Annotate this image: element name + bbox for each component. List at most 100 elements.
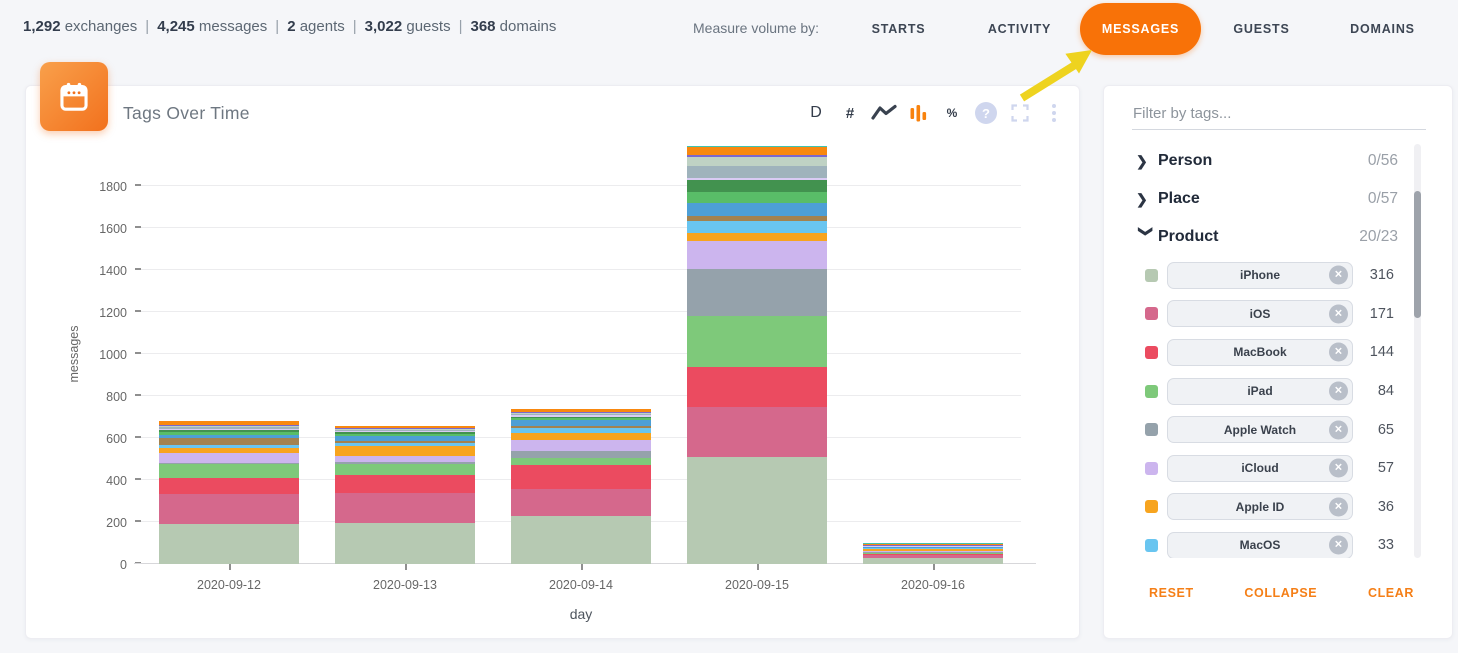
more-options-button[interactable] <box>1041 100 1067 126</box>
bar-segment-unlabeled-4[interactable] <box>335 431 475 434</box>
bar-segment-iPhone[interactable] <box>159 523 299 564</box>
section-product[interactable]: ❯ Product 20/23 <box>1104 218 1454 256</box>
bar-2020-09-13[interactable] <box>335 144 475 564</box>
bar-2020-09-14[interactable] <box>511 144 651 564</box>
bar-segment-MacOS[interactable] <box>335 443 475 447</box>
remove-tag-icon[interactable]: ✕ <box>1329 381 1348 401</box>
bar-segment-unlabeled-3[interactable] <box>511 417 651 420</box>
help-button[interactable]: ? <box>973 100 999 126</box>
section-place[interactable]: ❯ Place 0/57 <box>1104 180 1454 218</box>
bar-segment-iCloud[interactable] <box>687 241 827 270</box>
bar-segment-unlabeled-3[interactable] <box>687 192 827 203</box>
bar-segment-unlabeled-6[interactable] <box>511 413 651 416</box>
bar-segment-unlabeled-3[interactable] <box>159 432 299 435</box>
bar-2020-09-15[interactable] <box>687 144 827 564</box>
bar-segment-iOS[interactable] <box>687 407 827 457</box>
bar-segment-unlabeled-5[interactable] <box>511 415 651 417</box>
bar-segment-iPad[interactable] <box>335 463 475 476</box>
bar-segment-iPhone[interactable] <box>335 522 475 564</box>
clear-button[interactable]: CLEAR <box>1367 586 1414 600</box>
line-chart-button[interactable] <box>871 100 897 126</box>
granularity-day-button[interactable]: D <box>810 104 822 121</box>
tag-chip[interactable]: iPad ✕ <box>1167 377 1353 405</box>
tag-chip[interactable]: Apple Watch ✕ <box>1167 416 1353 444</box>
scrollbar-track[interactable] <box>1414 144 1421 558</box>
remove-tag-icon[interactable]: ✕ <box>1329 420 1348 440</box>
bar-segment-unlabeled-3[interactable] <box>863 546 1003 547</box>
bar-segment-unlabeled-2[interactable] <box>863 546 1003 548</box>
bar-chart-button[interactable] <box>905 100 931 126</box>
bar-segment-MacOS[interactable] <box>159 444 299 448</box>
bar-segment-MacBook[interactable] <box>159 477 299 495</box>
bar-segment-iCloud[interactable] <box>863 550 1003 552</box>
reset-button[interactable]: RESET <box>1149 586 1194 600</box>
bar-segment-iOS[interactable] <box>335 493 475 523</box>
section-person[interactable]: ❯ Person 0/56 <box>1104 142 1454 180</box>
bar-segment-unlabeled-7[interactable] <box>159 426 299 428</box>
bar-segment-unlabeled-9[interactable] <box>863 544 1003 545</box>
bar-segment-unlabeled-8[interactable] <box>335 428 475 429</box>
bar-segment-unlabeled-2[interactable] <box>511 419 651 426</box>
bar-segment-iCloud[interactable] <box>511 440 651 451</box>
bar-segment-MacOS[interactable] <box>863 548 1003 550</box>
bar-segment-unlabeled-10[interactable] <box>687 145 827 147</box>
bar-segment-Apple ID[interactable] <box>511 432 651 441</box>
bar-segment-unlabeled-8[interactable] <box>511 411 651 413</box>
bar-segment-Apple ID[interactable] <box>687 232 827 242</box>
bar-segment-unlabeled-7[interactable] <box>511 412 651 414</box>
fullscreen-button[interactable] <box>1007 100 1033 126</box>
bar-segment-unlabeled-7[interactable] <box>687 157 827 167</box>
calendar-button[interactable] <box>40 62 108 131</box>
bar-2020-09-12[interactable] <box>159 144 299 564</box>
bar-segment-MacOS[interactable] <box>511 427 651 433</box>
bar-segment-unlabeled-10[interactable] <box>863 542 1003 545</box>
bar-segment-unlabeled-2[interactable] <box>159 434 299 439</box>
bar-segment-unlabeled-9[interactable] <box>159 421 299 426</box>
bar-segment-unlabeled-9[interactable] <box>511 409 651 412</box>
bar-segment-Apple Watch[interactable] <box>511 450 651 458</box>
bar-segment-iCloud[interactable] <box>159 452 299 463</box>
bar-segment-unlabeled-3[interactable] <box>335 433 475 436</box>
bar-segment-unlabeled-1[interactable] <box>863 547 1003 549</box>
bar-segment-iPhone[interactable] <box>863 557 1003 564</box>
bar-segment-MacBook[interactable] <box>335 475 475 494</box>
bar-segment-iPhone[interactable] <box>511 515 651 564</box>
bar-2020-09-16[interactable] <box>863 144 1003 564</box>
bar-segment-unlabeled-1[interactable] <box>159 438 299 445</box>
bar-segment-MacOS[interactable] <box>687 221 827 233</box>
remove-tag-icon[interactable]: ✕ <box>1329 304 1348 324</box>
bar-segment-iPad[interactable] <box>687 315 827 367</box>
tag-chip[interactable]: iCloud ✕ <box>1167 454 1353 482</box>
collapse-button[interactable]: COLLAPSE <box>1244 586 1318 600</box>
remove-tag-icon[interactable]: ✕ <box>1329 265 1348 285</box>
percent-mode-button[interactable]: % <box>946 106 958 120</box>
bar-segment-iPad[interactable] <box>159 464 299 478</box>
scrollbar-thumb[interactable] <box>1414 191 1421 318</box>
absolute-count-button[interactable]: # <box>845 104 855 122</box>
bar-segment-unlabeled-9[interactable] <box>335 425 475 429</box>
bar-segment-iOS[interactable] <box>159 494 299 524</box>
tag-chip[interactable]: iOS ✕ <box>1167 300 1353 328</box>
bar-segment-unlabeled-6[interactable] <box>687 166 827 179</box>
bar-segment-unlabeled-7[interactable] <box>335 428 475 430</box>
bar-segment-Apple Watch[interactable] <box>159 463 299 465</box>
tag-chip[interactable]: MacBook ✕ <box>1167 338 1353 366</box>
bar-segment-Apple Watch[interactable] <box>863 551 1003 553</box>
bar-segment-unlabeled-4[interactable] <box>159 430 299 433</box>
bar-segment-Apple ID[interactable] <box>863 549 1003 551</box>
bar-segment-unlabeled-2[interactable] <box>335 435 475 441</box>
bar-segment-Apple ID[interactable] <box>159 447 299 453</box>
bar-segment-unlabeled-1[interactable] <box>511 425 651 428</box>
bar-segment-unlabeled-5[interactable] <box>687 178 827 180</box>
tag-chip[interactable]: MacOS ✕ <box>1167 531 1353 558</box>
tag-chip[interactable]: iPhone ✕ <box>1167 261 1353 289</box>
tab-domains[interactable]: DOMAINS <box>1350 22 1415 36</box>
bar-segment-iOS[interactable] <box>863 555 1003 558</box>
filter-tags-input[interactable] <box>1132 100 1426 130</box>
remove-tag-icon[interactable]: ✕ <box>1329 458 1348 478</box>
bar-segment-Apple Watch[interactable] <box>335 461 475 464</box>
remove-tag-icon[interactable]: ✕ <box>1329 342 1348 362</box>
bar-segment-iPad[interactable] <box>511 457 651 466</box>
tab-messages[interactable]: MESSAGES <box>1080 3 1201 55</box>
tab-guests[interactable]: GUESTS <box>1233 22 1290 36</box>
